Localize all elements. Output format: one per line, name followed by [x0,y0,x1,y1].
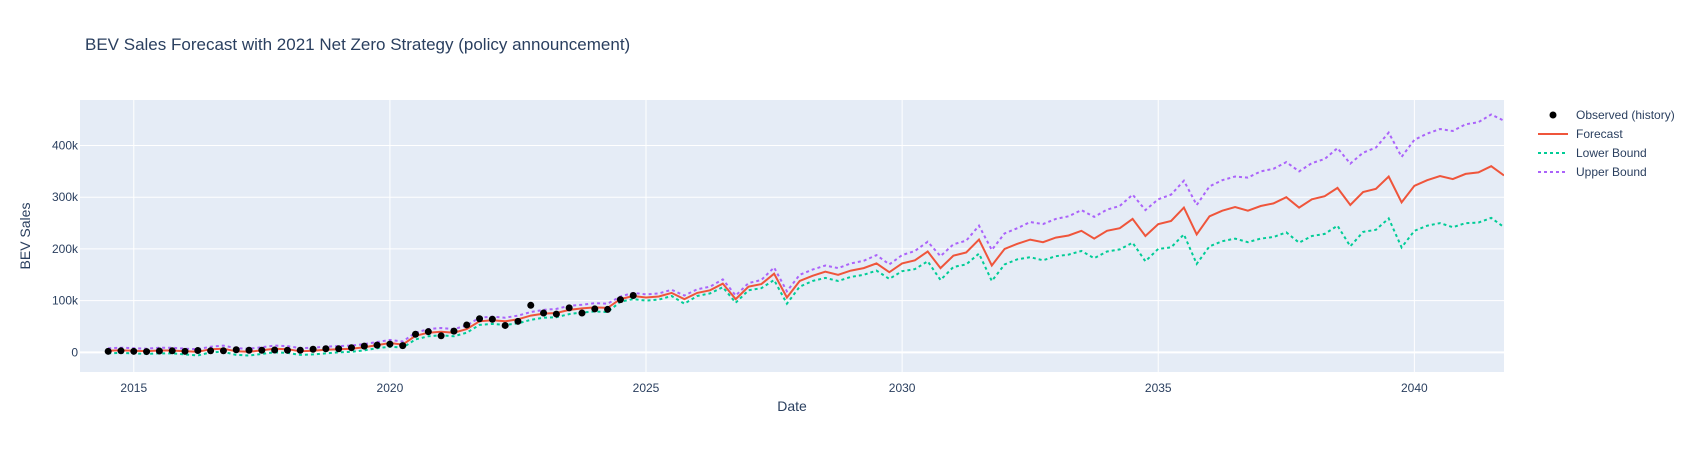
observed-point [104,347,112,355]
observed-point [168,347,176,355]
x-tick-label: 2025 [633,381,660,395]
observed-point [347,344,355,352]
y-axis-title: BEV Sales [17,203,33,270]
x-tick-label: 2030 [889,381,916,395]
legend-label: Forecast [1576,127,1623,141]
x-axis-ticks: 2015 2020 2025 2030 2035 2040 [120,381,1428,395]
observed-point [283,346,291,354]
observed-point [386,340,394,348]
observed-point [232,346,240,354]
observed-point [604,305,612,313]
legend-label: Observed (history) [1576,108,1675,122]
observed-point [322,345,330,353]
observed-point [450,327,458,335]
observed-point [437,332,445,340]
observed-point [335,345,343,353]
observed-point [130,347,138,355]
observed-point [488,315,496,323]
observed-point [552,310,560,318]
legend-item[interactable]: Forecast [1538,127,1623,141]
observed-point [194,347,202,355]
observed-point [540,309,548,317]
y-tick-label: 100k [52,294,79,308]
observed-point [463,321,471,329]
observed-point [143,348,151,356]
observed-point [629,291,637,299]
legend-label: Lower Bound [1576,146,1647,160]
observed-point [399,342,407,350]
observed-point [565,304,573,312]
y-tick-label: 200k [52,242,79,256]
x-tick-label: 2040 [1401,381,1428,395]
observed-markers [104,291,637,356]
observed-point [309,345,317,353]
observed-point [245,346,253,354]
chart-title: BEV Sales Forecast with 2021 Net Zero St… [85,35,630,54]
y-tick-label: 0 [71,345,78,359]
observed-point [527,301,535,309]
observed-point [271,346,279,354]
plot-area [80,100,1504,372]
y-tick-label: 400k [52,139,79,153]
x-tick-label: 2035 [1145,381,1172,395]
y-tick-label: 300k [52,190,79,204]
lower-bound-line [108,216,1504,357]
observed-point [117,347,125,355]
observed-point [616,296,624,304]
legend-item[interactable]: Upper Bound [1538,165,1647,179]
observed-point [424,328,432,336]
observed-point [578,309,586,317]
legend-label: Upper Bound [1576,165,1647,179]
grid-lines [80,100,1504,372]
observed-point [258,346,266,354]
observed-point [219,347,227,355]
legend-item[interactable]: Lower Bound [1538,146,1647,160]
x-axis-title: Date [777,398,807,414]
legend-item[interactable]: Observed (history) [1549,108,1675,122]
x-tick-label: 2020 [377,381,404,395]
observed-point [373,341,381,349]
observed-point [501,321,509,329]
x-tick-label: 2015 [120,381,147,395]
observed-point [207,347,215,355]
observed-point [155,347,163,355]
legend-marker [1549,111,1557,119]
y-axis-ticks: 0 100k 200k 300k 400k [52,139,79,360]
observed-point [296,346,304,354]
observed-point [412,330,420,338]
observed-point [360,342,368,350]
observed-point [591,305,599,313]
legend[interactable]: Observed (history) Forecast Lower Bound Upp… [1538,108,1675,179]
observed-point [514,317,522,325]
observed-point [476,315,484,323]
observed-point [181,347,189,355]
